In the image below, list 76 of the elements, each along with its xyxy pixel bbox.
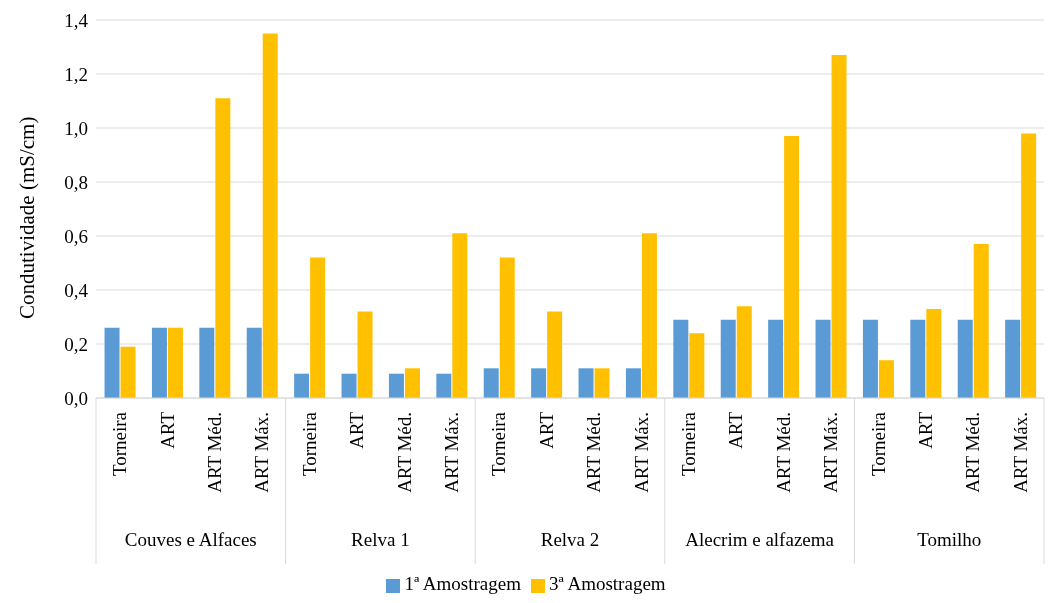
bar [151,327,167,398]
x-tick-label: ART Méd. [772,412,794,493]
x-tick-label: ART Máx. [251,412,273,493]
bar [499,257,515,398]
bar [625,368,641,398]
bar [878,360,894,398]
x-tick-label: ART [535,411,557,449]
bar [815,319,831,398]
bar [910,319,926,398]
x-tick-label: Torneira [109,411,131,477]
text: Relva 2 [540,529,600,550]
x-tick-label: ART Máx. [820,412,842,493]
bar [547,311,563,398]
bar [436,373,452,398]
y-tick-label: 1,4 [64,9,89,31]
y-tick-label: 0,4 [64,279,89,301]
y-tick-label: 0,2 [64,333,88,355]
y-tick-label: 0,8 [64,171,88,193]
bar [120,346,136,398]
x-tick-label: Torneira [488,411,510,477]
bar [452,233,468,398]
bar [784,136,800,398]
x-tick-label: ART Máx. [441,412,462,493]
bar [926,308,942,398]
bar [768,319,784,398]
x-tick-label: ART Máx. [630,412,652,493]
bar [404,368,420,398]
bar [167,327,183,398]
x-tick-label: ART Méd. [583,412,605,493]
bar [831,55,847,398]
bar [594,368,610,398]
bar [199,327,215,398]
bar [483,368,499,398]
text: Tomilho [917,529,982,550]
bar [310,257,326,398]
y-tick-label: 1,2 [64,63,88,85]
bar [357,311,373,398]
bar [957,319,973,398]
y-tick-label: 1,0 [64,117,88,139]
y-tick-label: 0,0 [64,387,88,409]
text: Alecrim e alfazema [685,529,835,550]
x-tick-label: ART Máx. [1009,412,1031,493]
legend-label: 3ª Amostragem [549,573,666,594]
x-tick-label: ART Méd. [393,412,415,493]
text: Couves e Alfaces [124,529,257,550]
text: Relva 1 [351,529,410,550]
bar [531,368,547,398]
bar [973,244,989,398]
bar [689,333,705,398]
x-tick-label: ART Méd. [204,412,225,493]
bar [578,368,594,398]
bar [736,306,752,398]
bar [1005,319,1021,398]
x-tick-label: Torneira [298,411,320,477]
bar [215,98,231,398]
bar [341,373,357,398]
bar [294,373,310,398]
x-tick-label: Torneira [678,411,699,477]
bar [262,33,278,398]
bar [1021,133,1037,398]
bar [246,327,262,398]
x-tick-label: ART [725,411,747,449]
y-tick-label: 0,6 [64,225,88,247]
x-tick-label: ART Méd. [962,412,984,493]
bar [720,319,736,398]
x-tick-label: ART [346,411,368,449]
x-tick-label: ART [156,411,178,449]
x-tick-label: ART [915,411,936,449]
bar [862,319,878,398]
bar [673,319,689,398]
x-tick-label: Torneira [867,411,889,477]
bar [388,373,404,398]
bar [641,233,657,398]
y-axis-title: Condutividade (mS/cm) [15,116,40,319]
bar [104,327,120,398]
legend-label: 1ª Amostragem [404,573,521,594]
